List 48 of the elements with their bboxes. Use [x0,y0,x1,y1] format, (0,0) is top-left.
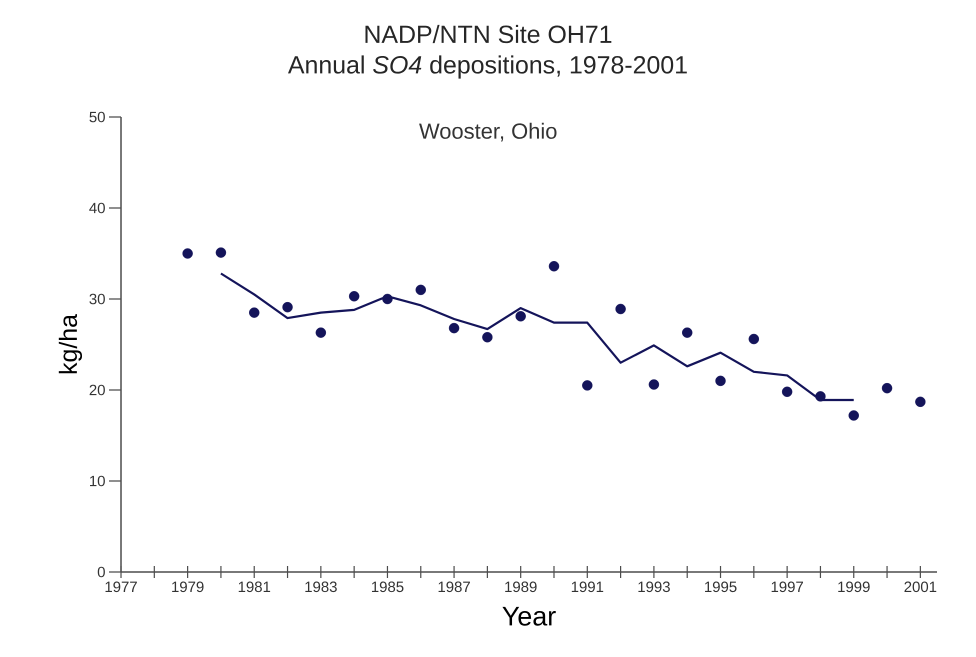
x-tick-label: 1983 [305,582,337,592]
point [548,261,560,272]
point [482,332,493,342]
point [249,307,260,318]
point [815,391,826,402]
point [448,322,460,334]
y-axis-title: kg/ha [58,314,82,374]
y-tick-label: 20 [90,384,105,396]
point [582,380,592,391]
x-tick-label: 1981 [238,582,270,592]
point [615,304,626,314]
point [382,294,393,304]
x-tick-label: 1985 [372,582,404,592]
x-tick-label: 1977 [106,582,137,592]
x-tick-label: 1993 [638,582,670,592]
point [648,379,660,390]
point [316,327,326,338]
x-tick-label: 1999 [838,582,870,592]
x-tick-label: 1991 [572,582,604,592]
point [915,396,926,408]
point [348,291,360,302]
point [216,247,226,258]
y-tick-label: 50 [89,112,105,122]
chart-subtitle: Annual SO4 depositions, 1978-2001 [288,55,687,79]
y-tick-label: 40 [89,202,105,214]
y-tick-label: 0 [98,566,105,578]
line-series [220,272,855,402]
point [848,410,859,421]
point [748,334,760,344]
point [515,311,526,322]
x-tick-label: 1995 [705,582,737,592]
x-tick-label: 1987 [438,582,470,592]
x-tick-label: 1997 [772,582,803,592]
point [182,248,193,259]
x-tick-label: 2001 [904,582,936,592]
point [682,327,692,338]
x-tick-label: 1979 [172,582,204,592]
point [882,382,892,394]
y-tick-label: 10 [90,476,105,486]
x-tick-label: 1989 [505,582,537,592]
point [782,386,792,398]
x-axis-title: Year [502,606,556,626]
point [416,284,426,296]
y-tick-label: 30 [89,294,105,304]
point [282,302,293,312]
point [715,376,726,386]
annotation: Wooster, Ohio [419,122,557,142]
chart-title: NADP/NTN Site OH71 [365,24,612,44]
